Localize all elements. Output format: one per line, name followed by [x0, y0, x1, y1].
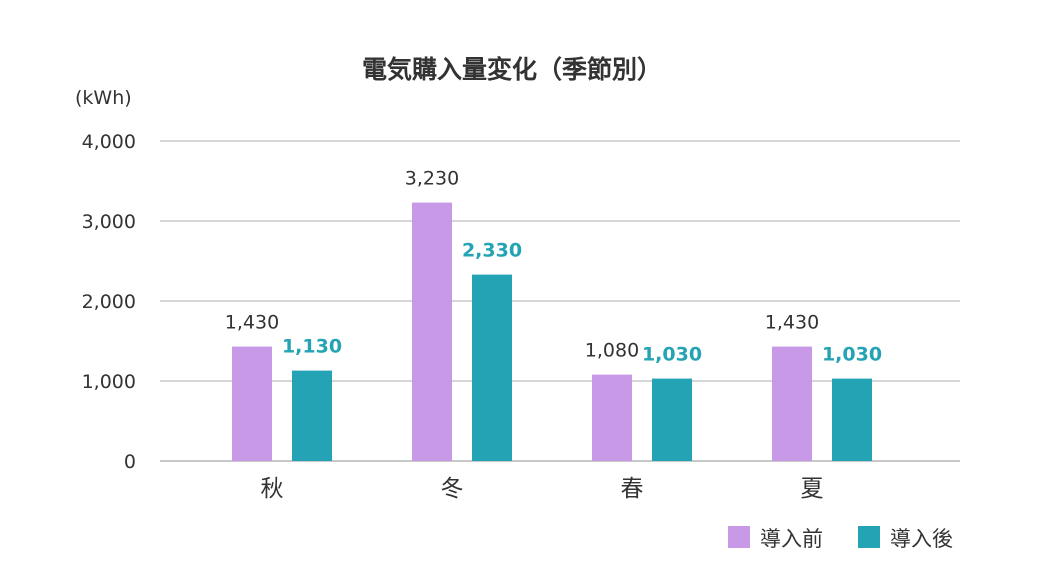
- x-tick-label: 秋: [261, 476, 284, 502]
- bar-before: [772, 346, 812, 461]
- bar-after: [832, 378, 872, 461]
- chart-title: 電気購入量変化（季節別）: [362, 55, 662, 84]
- data-label: 1,430: [765, 312, 819, 334]
- legend-label: 導入後: [890, 527, 953, 551]
- y-tick-label: 2,000: [82, 291, 136, 313]
- bar-before: [232, 346, 272, 461]
- data-label: 1,430: [225, 312, 279, 334]
- x-tick-label: 冬: [441, 476, 464, 502]
- legend-label: 導入前: [760, 527, 823, 551]
- legend-swatch: [858, 526, 880, 548]
- data-label: 1,130: [282, 336, 342, 358]
- y-axis-label: (kWh): [75, 87, 132, 109]
- data-label: 3,230: [405, 168, 459, 190]
- legend-swatch: [728, 526, 750, 548]
- data-label: 2,330: [462, 240, 522, 262]
- bar-after: [472, 274, 512, 461]
- y-tick-label: 3,000: [82, 211, 136, 233]
- data-label: 1,030: [642, 344, 702, 366]
- bar-before: [592, 374, 632, 461]
- bar-before: [412, 202, 452, 461]
- x-tick-label: 春: [621, 476, 644, 502]
- bar-after: [652, 378, 692, 461]
- bar-after: [292, 370, 332, 461]
- x-tick-label: 夏: [801, 476, 824, 502]
- y-tick-label: 1,000: [82, 371, 136, 393]
- data-label: 1,030: [822, 344, 882, 366]
- y-tick-label: 0: [124, 451, 136, 473]
- y-tick-label: 4,000: [82, 131, 136, 153]
- data-label: 1,080: [585, 340, 639, 362]
